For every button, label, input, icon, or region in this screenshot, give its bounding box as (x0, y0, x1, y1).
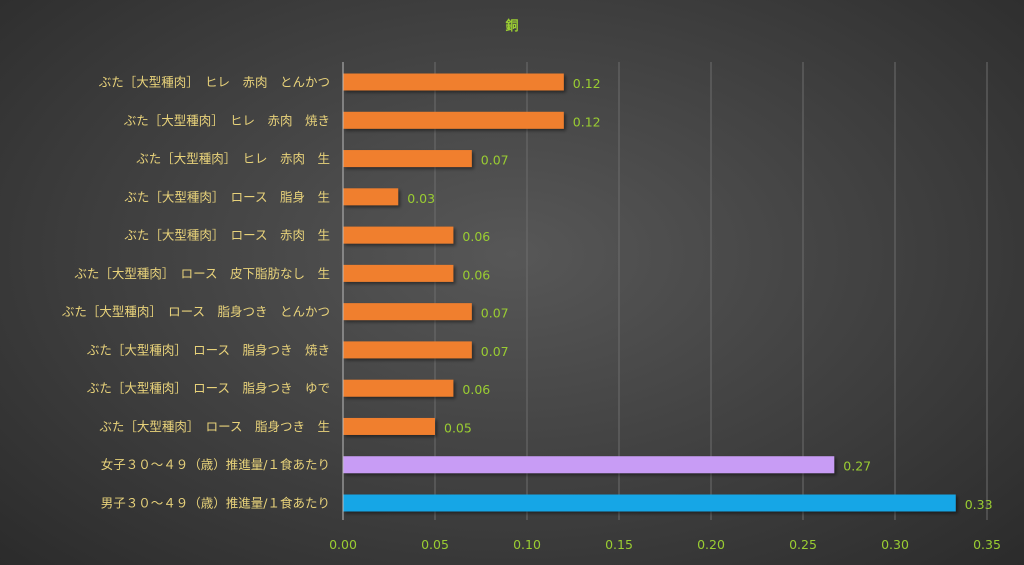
bar (343, 73, 564, 91)
data-label: 0.12 (573, 76, 601, 91)
bar (343, 226, 454, 244)
category-label: ぶた［大型種肉］ ロース 脂身 生 (124, 189, 330, 204)
data-label: 0.07 (481, 153, 509, 168)
data-label: 0.12 (573, 114, 601, 129)
data-label: 0.27 (843, 459, 871, 474)
x-tick-label: 0.30 (881, 537, 909, 552)
data-label: 0.07 (481, 344, 509, 359)
gridlines (434, 62, 988, 520)
category-label: ぶた［大型種肉］ ロース 脂身つき とんかつ (62, 304, 330, 319)
data-label: 0.06 (462, 267, 490, 282)
category-label: ぶた［大型種肉］ ヒレ 赤肉 生 (136, 151, 330, 166)
x-tick-label: 0.15 (605, 537, 633, 552)
bar (343, 456, 835, 474)
bar (343, 188, 399, 206)
category-label: 男子３０～４９（歳）推進量/１食あたり (101, 496, 330, 511)
value-labels: 0.12 0.12 0.07 0.03 0.06 0.06 0.07 0.07 0.06 0.05… (407, 76, 992, 512)
category-label: ぶた［大型種肉］ ロース 皮下脂肪なし 生 (74, 266, 330, 281)
category-label: 女子３０～４９（歳）推進量/１食あたり (101, 457, 330, 472)
chart-title: 銅 (505, 18, 518, 34)
x-tick-label: 0.25 (789, 537, 817, 552)
x-axis-ticks: 0.00 0.05 0.10 0.15 0.20 0.25 0.30 0.35 (329, 537, 1001, 552)
x-tick-label: 0.00 (329, 537, 357, 552)
category-label: ぶた［大型種肉］ ロース 脂身つき ゆで (87, 381, 330, 396)
data-label: 0.07 (481, 306, 509, 321)
x-tick-label: 0.35 (973, 537, 1001, 552)
bar (343, 111, 564, 129)
category-label: ぶた［大型種肉］ ロース 脂身つき 生 (99, 419, 330, 434)
bar (343, 379, 454, 397)
category-label: ぶた［大型種肉］ ヒレ 赤肉 焼き (124, 113, 330, 128)
bar (343, 494, 956, 512)
bar (343, 264, 454, 282)
data-label: 0.06 (462, 229, 490, 244)
x-tick-label: 0.05 (421, 537, 449, 552)
x-tick-label: 0.20 (697, 537, 725, 552)
data-label: 0.03 (407, 191, 435, 206)
data-label: 0.33 (965, 497, 993, 512)
category-label: ぶた［大型種肉］ ヒレ 赤肉 とんかつ (99, 75, 330, 90)
x-tick-label: 0.10 (513, 537, 541, 552)
bar (343, 303, 472, 321)
data-label: 0.05 (444, 420, 472, 435)
category-label: ぶた［大型種肉］ ロース 赤肉 生 (124, 228, 330, 243)
bars (343, 73, 956, 512)
bar (343, 417, 435, 435)
bar (343, 341, 472, 359)
bar (343, 150, 472, 168)
data-label: 0.06 (462, 382, 490, 397)
category-label: ぶた［大型種肉］ ロース 脂身つき 焼き (87, 342, 330, 357)
